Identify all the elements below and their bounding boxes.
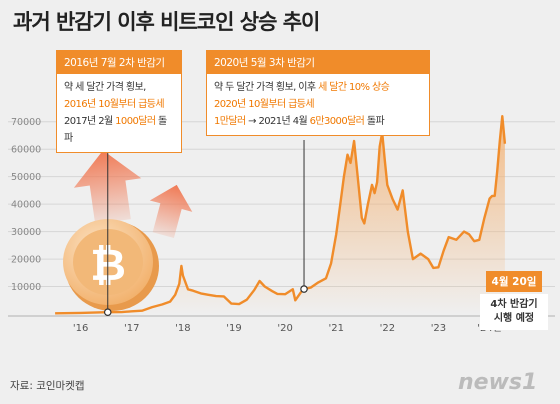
halving-point <box>300 285 308 293</box>
halving-point <box>103 308 112 317</box>
x-tick-label: '21 <box>328 323 343 334</box>
next-halving-note: 4월 20일 4차 반감기 시행 예정 <box>480 270 548 330</box>
callout-2020-line3c: 6만3000달러 <box>309 116 365 127</box>
y-tick-label: 30000 <box>11 227 41 238</box>
next-halving-line2: 시행 예정 <box>493 313 535 324</box>
y-tick-label: 20000 <box>11 255 41 266</box>
callout-2020-line1b: 세 달간 10% 상승 <box>318 82 390 93</box>
callout-2020-line3d: 돌파 <box>364 116 385 127</box>
y-tick-label: 10000 <box>11 282 41 293</box>
callout-2020-line2: 2020년 10월부터 급등세 <box>214 99 315 110</box>
x-axis-ticks: '16'17'18'19'20'21'22'23'24년 <box>73 322 502 334</box>
callout-2016-line2: 2016년 10월부터 급등세 <box>64 99 165 110</box>
x-tick-label: '18 <box>175 323 190 334</box>
callout-2016-line1: 약 세 달간 가격 횡보, <box>64 82 146 93</box>
next-halving-date: 4월 20일 <box>485 271 543 292</box>
x-tick-label: '20 <box>277 323 292 334</box>
y-axis-ticks: 10000 20000 30000 40000 50000 60000 70000 <box>11 117 41 293</box>
x-tick-label: '19 <box>226 323 241 334</box>
callout-2016-halving: 2016년 7월 2차 반감기 약 세 달간 가격 횡보, 2016년 10월부… <box>56 50 182 153</box>
callout-2016-head: 2016년 7월 2차 반감기 <box>57 51 181 74</box>
x-tick-label: '17 <box>124 323 139 334</box>
callout-2020-line1a: 약 두 달간 가격 횡보, 이후 <box>214 82 319 93</box>
callout-2020-line3a: 1만달러 <box>214 116 246 127</box>
news1-logo: news1 <box>458 370 538 395</box>
price-line <box>55 115 507 315</box>
y-tick-label: 40000 <box>11 200 41 211</box>
callout-2016-line3c: 돌파 <box>64 116 167 144</box>
source-label: 자료: 코인마켓캡 <box>10 380 85 392</box>
next-halving-line1: 4차 반감기 <box>490 299 538 310</box>
x-tick-label: '22 <box>380 323 395 334</box>
y-tick-label: 70000 <box>11 117 41 128</box>
callout-2020-head: 2020년 5월 3차 반감기 <box>207 51 429 74</box>
y-tick-label: 60000 <box>11 145 41 156</box>
x-tick-label: '16 <box>73 323 88 334</box>
callout-2016-line3a: 2017년 2월 <box>64 116 116 127</box>
callout-2020-line3b: → 2021년 4월 <box>245 116 310 127</box>
callout-2020-halving: 2020년 5월 3차 반감기 약 두 달간 가격 횡보, 이후 세 달간 10… <box>206 50 430 136</box>
halving-markers <box>103 140 308 317</box>
x-tick-label: '23 <box>431 323 446 334</box>
price-area <box>55 116 505 314</box>
bitcoin-coin-icon: ₿ <box>63 219 159 311</box>
page-title: 과거 반감기 이후 비트코인 상승 추이 <box>13 10 320 34</box>
callout-2016-line3b: 1000달러 <box>115 116 156 127</box>
y-tick-label: 50000 <box>11 172 41 183</box>
